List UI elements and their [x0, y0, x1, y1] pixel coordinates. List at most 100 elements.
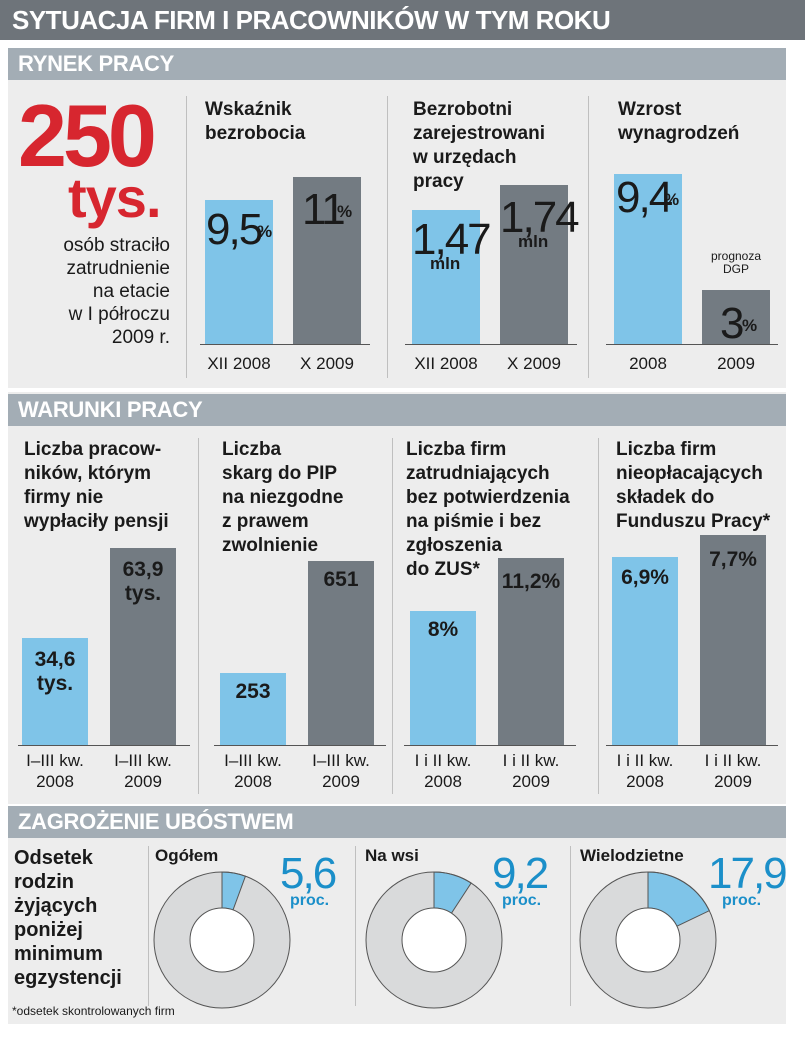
headline-number: 250: [18, 86, 157, 185]
donut-outline: [365, 871, 503, 1009]
forecast-annotation: prognoza DGP: [696, 250, 776, 276]
divider: [387, 96, 388, 378]
section-rynek-pracy: RYNEK PRACY: [8, 48, 786, 80]
donut-ogolem: [153, 871, 291, 1009]
value-wages-2008: 9,4: [616, 173, 673, 222]
title-line: Odsetek: [14, 847, 93, 869]
cat-line: 2008: [626, 772, 664, 791]
value-unit: tys.: [124, 582, 162, 605]
value-wages-2009: 3: [720, 299, 745, 348]
bar-wages-2009: [702, 290, 770, 344]
unit-wages-2009: %: [742, 316, 758, 335]
title-line: firmy nie: [24, 487, 104, 508]
bar-unpaid-2009: [110, 548, 176, 745]
value-registered-2008: 1,47: [412, 215, 492, 264]
chart-unpaid-title: Liczba pracow- ników, którym firmy nie w…: [24, 438, 196, 534]
footnote: *odsetek skontrolowanych firm: [12, 1004, 175, 1018]
chart-unemployment-title: Wskaźnik bezrobocia: [205, 99, 306, 144]
donut-outline: [153, 871, 291, 1009]
headline-unit: tys.: [68, 166, 161, 229]
pie-unit-wielodzietne: proc.: [722, 892, 762, 909]
category-label: I–III kw. 2009: [302, 750, 380, 792]
value-number: 34,6: [34, 648, 76, 671]
value-undocumented-2009: 11,2%: [501, 570, 561, 593]
chart-fund-title: Liczba firm nieopłacających składek do F…: [616, 438, 788, 534]
divider: [598, 438, 599, 794]
divider: [355, 846, 356, 1006]
poverty-title: Odsetek rodzin żyjących poniżej minimum …: [14, 846, 144, 990]
title-line: zwolnienie: [222, 535, 319, 556]
divider: [148, 846, 149, 1006]
category-label: I i II kw. 2008: [606, 750, 684, 792]
cat-line: I–III kw.: [312, 751, 370, 770]
unit-unemployment-2008: %: [257, 222, 273, 241]
title-line: żyjących: [14, 895, 98, 917]
annotation-line: prognoza: [710, 249, 762, 263]
title-line: skarg do PIP: [222, 463, 338, 484]
value-fund-2009: 7,7%: [709, 548, 757, 571]
pie-value-na-wsi: 9,2: [492, 849, 549, 898]
cat-line: 2008: [36, 772, 74, 791]
unit-unemployment-2009: %: [337, 202, 353, 221]
title-line: na niezgodne: [222, 487, 344, 508]
divider: [392, 438, 393, 794]
value-unemployment-2009: 11: [302, 185, 346, 234]
value-complaints-2009: 651: [323, 568, 359, 591]
bar-complaints-2008: [220, 673, 286, 745]
title-line: zatrudniających: [406, 463, 550, 484]
category-label: XII 2008: [414, 354, 478, 373]
value-undocumented-2008: 8%: [427, 618, 459, 641]
title-line: minimum: [14, 943, 103, 965]
category-label: X 2009: [300, 354, 354, 373]
cat-line: 2009: [512, 772, 550, 791]
category-label: XII 2008: [207, 354, 271, 373]
baseline: [405, 344, 577, 345]
bar-unpaid-2008: [22, 638, 88, 745]
category-label: I i II kw. 2009: [492, 750, 570, 792]
cat-line: I–III kw.: [224, 751, 282, 770]
bar-complaints-2009: [308, 561, 374, 745]
title-line: na piśmie i bez: [406, 511, 542, 532]
pie-unit-na-wsi: proc.: [502, 892, 542, 909]
title-line: zgłoszenia: [406, 535, 503, 556]
pie-title-na-wsi: Na wsi: [365, 846, 419, 865]
cat-line: I i II kw.: [502, 751, 560, 770]
category-label: I i II kw. 2009: [694, 750, 772, 792]
value-fund-2008: 6,9%: [621, 566, 669, 589]
category-label: X 2009: [507, 354, 561, 373]
value-unemployment-2008: 9,5: [206, 205, 263, 254]
chart-wages-title: Wzrost wynagrodzeń: [618, 99, 740, 144]
unit-wages-2008: %: [664, 190, 680, 209]
cat-line: I i II kw.: [616, 751, 674, 770]
divider: [186, 96, 187, 378]
category-label: I–III kw. 2009: [104, 750, 182, 792]
title-line: nieopłacających: [616, 463, 763, 484]
donut-hole: [189, 907, 255, 973]
title-line: wypłaciły pensji: [24, 511, 169, 532]
baseline: [200, 344, 370, 345]
value-number: 63,9: [122, 558, 164, 581]
bar-undocumented-2008: [410, 611, 476, 745]
title-line: składek do: [616, 487, 715, 508]
baseline: [606, 745, 778, 746]
value-unit: tys.: [36, 672, 74, 695]
unit-registered-2009: mln: [518, 232, 549, 251]
title-line: z prawem: [222, 511, 309, 532]
bar-undocumented-2009: [498, 558, 564, 745]
donut-hole: [401, 907, 467, 973]
donut-hole: [615, 907, 681, 973]
value-unpaid-2008: 34,6 tys.: [22, 648, 88, 696]
cat-line: 2008: [424, 772, 462, 791]
category-label: I i II kw. 2008: [404, 750, 482, 792]
category-label: 2009: [717, 354, 755, 373]
annotation-line: DGP: [722, 262, 749, 276]
title-line: ników, którym: [24, 463, 152, 484]
divider: [570, 846, 571, 1006]
title-line: Liczba firm: [616, 439, 717, 460]
pie-value-wielodzietne: 17,9: [708, 849, 788, 898]
headline-line: na etacie: [92, 281, 170, 302]
title-line: egzystencji: [14, 967, 122, 989]
baseline: [214, 745, 386, 746]
cat-line: I i II kw.: [704, 751, 762, 770]
title-line: Liczba: [222, 439, 282, 460]
